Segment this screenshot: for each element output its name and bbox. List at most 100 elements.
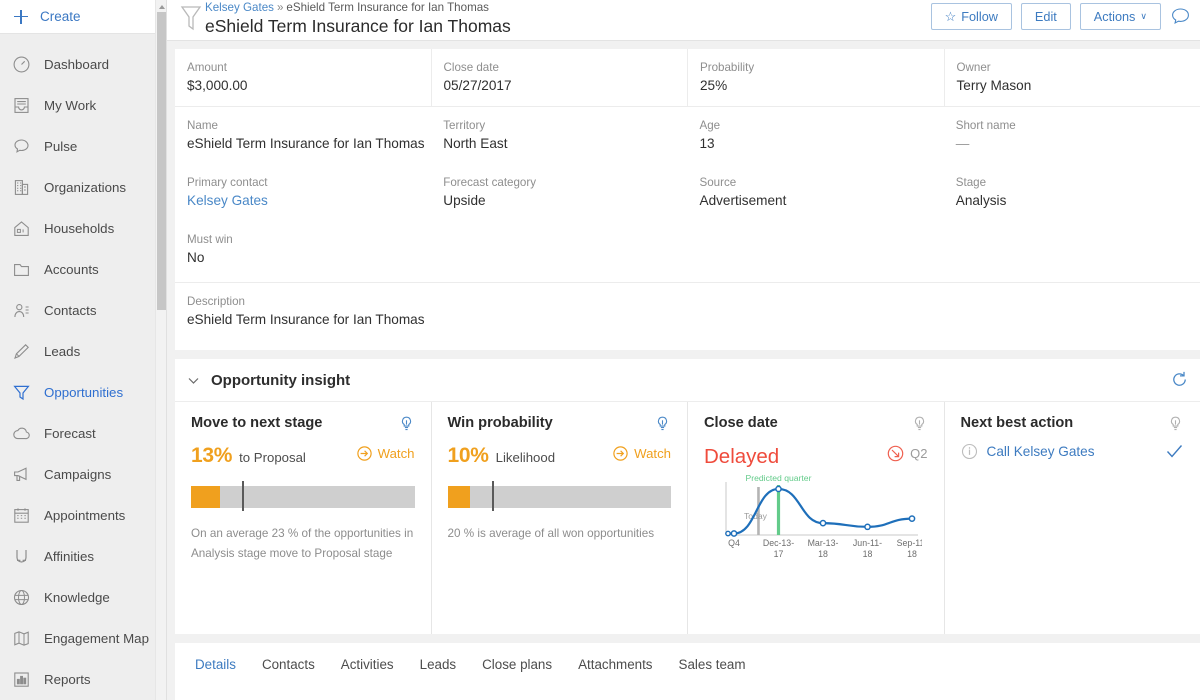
edit-button[interactable]: Edit bbox=[1020, 3, 1071, 30]
watch-button[interactable]: Watch bbox=[356, 445, 415, 462]
gauge-icon bbox=[12, 55, 31, 74]
x-tick-label: Dec-13- bbox=[763, 538, 794, 548]
inbox-icon bbox=[12, 96, 31, 115]
field-label: Forecast category bbox=[443, 176, 537, 189]
detail-grid: Name eShield Term Insurance for Ian Thoma… bbox=[175, 107, 1200, 282]
field-territory: Territory North East bbox=[431, 107, 687, 164]
page-title: eShield Term Insurance for Ian Thomas bbox=[205, 16, 511, 36]
progress-track bbox=[191, 486, 415, 508]
sidebar-item-my-work[interactable]: My Work bbox=[0, 85, 166, 126]
sidebar-item-label: Dashboard bbox=[44, 57, 110, 72]
watch-button[interactable]: Watch bbox=[612, 445, 671, 462]
tab-sales-team[interactable]: Sales team bbox=[678, 656, 746, 672]
lightbulb-icon[interactable] bbox=[1167, 415, 1184, 433]
close-date-status-row: Delayed Q2 bbox=[704, 444, 928, 469]
funnel-icon bbox=[12, 383, 31, 402]
card-header: Win probability bbox=[448, 415, 672, 433]
actions-button[interactable]: Actions ∨ bbox=[1079, 3, 1161, 30]
scrollbar-thumb[interactable] bbox=[157, 12, 166, 310]
sidebar-item-leads[interactable]: Leads bbox=[0, 331, 166, 372]
lightbulb-icon[interactable] bbox=[654, 415, 671, 433]
actions-label: Actions bbox=[1093, 9, 1136, 24]
progress-fill bbox=[447, 486, 470, 508]
header-text: Kelsey Gates» eShield Term Insurance for … bbox=[205, 0, 931, 37]
edit-label: Edit bbox=[1034, 9, 1057, 24]
field-value[interactable]: Kelsey Gates bbox=[187, 193, 268, 208]
tab-attachments[interactable]: Attachments bbox=[578, 656, 653, 672]
info-icon[interactable] bbox=[961, 443, 978, 460]
next-best-action-link[interactable]: Call Kelsey Gates bbox=[986, 444, 1095, 459]
sidebar-item-pulse[interactable]: Pulse bbox=[0, 126, 166, 167]
sidebar: Create Dashboard My Work Pulse Organization… bbox=[0, 0, 167, 700]
chevron-down-icon: ∨ bbox=[1140, 11, 1147, 21]
win-percent-label: Likelihood bbox=[495, 450, 556, 465]
chevron-down-icon[interactable] bbox=[187, 374, 200, 387]
follow-button[interactable]: ☆ Follow bbox=[930, 3, 1012, 30]
breadcrumb-link[interactable]: Kelsey Gates bbox=[205, 1, 274, 14]
sidebar-item-label: Contacts bbox=[44, 303, 97, 318]
watch-label: Watch bbox=[634, 446, 671, 461]
create-button[interactable]: Create bbox=[0, 0, 166, 34]
check-icon[interactable] bbox=[1165, 442, 1184, 461]
sidebar-item-reports[interactable]: Reports bbox=[0, 659, 166, 700]
lightbulb-icon[interactable] bbox=[911, 415, 928, 433]
sidebar-item-accounts[interactable]: Accounts bbox=[0, 249, 166, 290]
sidebar-item-label: Appointments bbox=[44, 508, 126, 523]
card-note-line2: Analysis stage move to Proposal stage bbox=[191, 547, 393, 560]
card-close-date: Close date Delayed Q2 Today Predicted bbox=[688, 402, 945, 634]
chart-point bbox=[864, 523, 871, 531]
field-value: North East bbox=[443, 136, 508, 151]
megaphone-icon bbox=[12, 465, 31, 484]
opportunity-insight-section: Opportunity insight Move to next stage bbox=[175, 359, 1200, 634]
field-value: No bbox=[187, 250, 205, 265]
sidebar-scrollbar[interactable] bbox=[155, 0, 166, 700]
lightbulb-icon[interactable] bbox=[398, 415, 415, 433]
field-value: 25% bbox=[700, 78, 728, 93]
speech-bubble-icon bbox=[12, 137, 31, 156]
card-metric-row: 13% to Proposal Watch bbox=[191, 444, 415, 468]
card-header: Move to next stage bbox=[191, 415, 415, 433]
card-header: Next best action bbox=[961, 415, 1185, 433]
x-tick-label: 18 bbox=[863, 549, 873, 559]
speech-bubble-icon[interactable] bbox=[1170, 6, 1192, 28]
tab-activities[interactable]: Activities bbox=[340, 656, 394, 672]
header-actions: ☆ Follow Edit Actions ∨ bbox=[930, 0, 1192, 30]
x-tick-label: 17 bbox=[774, 549, 784, 559]
sidebar-item-campaigns[interactable]: Campaigns bbox=[0, 454, 166, 495]
field-label: Territory bbox=[443, 119, 486, 132]
star-icon: ☆ bbox=[944, 9, 957, 24]
card-title: Move to next stage bbox=[191, 415, 323, 431]
plus-icon bbox=[14, 9, 28, 24]
tab-close-plans[interactable]: Close plans bbox=[482, 656, 553, 672]
progress-track bbox=[447, 486, 671, 508]
field-value: — bbox=[955, 136, 970, 151]
delayed-arrow-icon bbox=[887, 445, 904, 462]
quarter-badge: Q2 bbox=[886, 444, 928, 463]
scroll-up-arrow-icon[interactable] bbox=[156, 1, 167, 12]
tab-details[interactable]: Details bbox=[195, 656, 236, 672]
refresh-icon[interactable] bbox=[1170, 370, 1190, 390]
sidebar-item-opportunities[interactable]: Opportunities bbox=[0, 372, 166, 413]
main-area: Kelsey Gates» eShield Term Insurance for … bbox=[167, 0, 1200, 700]
sidebar-item-dashboard[interactable]: Dashboard bbox=[0, 44, 166, 85]
sidebar-item-affinities[interactable]: Affinities bbox=[0, 536, 166, 577]
win-progress-bar bbox=[447, 481, 671, 511]
card-note: On an average 23 % of the opportunities … bbox=[191, 524, 415, 564]
sidebar-item-organizations[interactable]: Organizations bbox=[0, 167, 166, 208]
card-title: Win probability bbox=[447, 415, 553, 431]
sidebar-item-appointments[interactable]: Appointments bbox=[0, 495, 166, 536]
field-name: Name eShield Term Insurance for Ian Thoma… bbox=[175, 107, 431, 164]
tab-leads[interactable]: Leads bbox=[419, 656, 457, 672]
card-move-to-next-stage: Move to next stage 13% to Proposal Watch bbox=[175, 402, 432, 634]
field-close-date: Close date 05/27/2017 bbox=[432, 49, 688, 106]
home-icon bbox=[12, 219, 31, 238]
sidebar-item-engagement-map[interactable]: Engagement Map bbox=[0, 618, 166, 659]
sidebar-item-contacts[interactable]: Contacts bbox=[0, 290, 166, 331]
page-header: Kelsey Gates» eShield Term Insurance for … bbox=[167, 0, 1200, 41]
sidebar-item-households[interactable]: Households bbox=[0, 208, 166, 249]
card-title: Next best action bbox=[960, 415, 1074, 431]
follow-label: Follow bbox=[961, 9, 998, 24]
sidebar-item-knowledge[interactable]: Knowledge bbox=[0, 577, 166, 618]
tab-contacts[interactable]: Contacts bbox=[261, 656, 315, 672]
sidebar-item-forecast[interactable]: Forecast bbox=[0, 413, 166, 454]
